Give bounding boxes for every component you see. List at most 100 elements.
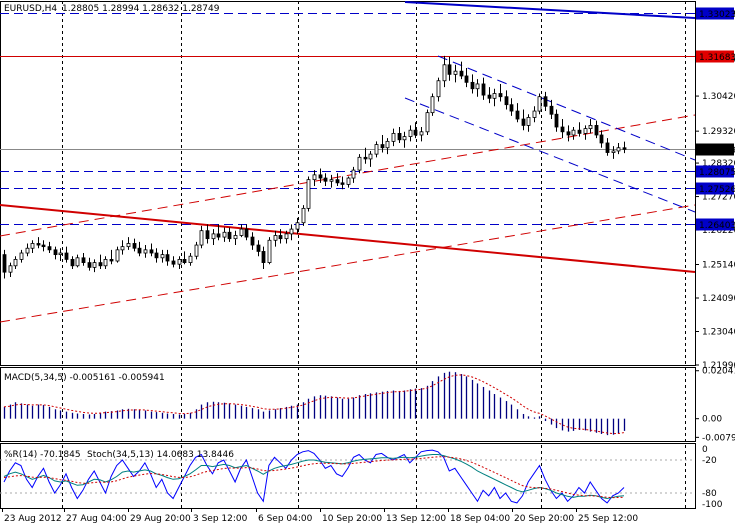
stoch-main-line <box>3 454 625 500</box>
wpr-tick-label: 0 <box>702 445 708 455</box>
candle-body <box>47 246 52 251</box>
candle-body <box>92 262 97 268</box>
time-tick-label: 29 Aug 20:00 <box>130 514 191 524</box>
time-tick-label: 10 Sep 20:00 <box>322 514 382 524</box>
candle-body <box>250 236 255 246</box>
stoch-signal-line <box>3 456 625 499</box>
candle-body <box>351 169 356 179</box>
price-level-label-bg <box>696 165 734 178</box>
time-tick-label: 13 Sep 12:00 <box>386 514 446 524</box>
candle-body <box>391 132 396 142</box>
trend-line-top <box>404 1 696 19</box>
candle-body <box>182 259 187 263</box>
price-level-label: 1.31683 <box>699 53 735 63</box>
wpr-tick-label: -80 <box>702 489 717 499</box>
wpr-panel-frame <box>0 443 696 509</box>
channel-upper-line <box>0 114 696 237</box>
candle-body <box>199 230 204 246</box>
candle-body <box>436 80 441 98</box>
price-level-label: 1.33023 <box>699 10 735 20</box>
stoch-label: Stoch(34,5,13) 14.0683 13.8446 <box>87 450 234 460</box>
candle-body <box>301 207 306 224</box>
macd-tick-label: 0.020413 <box>702 367 735 377</box>
wpr-tick-label: -20 <box>702 456 717 466</box>
candle-body <box>481 83 486 96</box>
candle-body <box>526 117 531 126</box>
candle-body <box>464 75 469 83</box>
candle-body <box>8 265 13 273</box>
price-level-label: 1.26403 <box>699 221 735 231</box>
macd-label: MACD(5,34,5) -0.005161 -0.005941 <box>4 373 165 383</box>
time-tick-label: 3 Sep 12:00 <box>193 514 248 524</box>
panel-frames <box>0 1 696 509</box>
price-tick-label: 1.23040 <box>702 328 735 338</box>
candle-body <box>397 132 402 141</box>
candle-body <box>103 259 108 267</box>
candle-body <box>278 235 283 240</box>
time-tick-label: 25 Sep 12:00 <box>578 514 638 524</box>
candle-body <box>81 257 86 263</box>
time-tick-label: 23 Aug 2012 <box>4 514 62 524</box>
candle-body <box>549 105 554 115</box>
price-tick-label: 1.30420 <box>702 92 735 102</box>
candle-body <box>537 96 542 112</box>
candle-body <box>216 233 221 238</box>
candle-body <box>515 110 520 120</box>
candle-body <box>58 252 63 256</box>
candle-body <box>554 113 559 128</box>
price-tick-label: 1.27270 <box>702 193 735 203</box>
candle-body <box>13 259 18 267</box>
price-tick-label: 1.28320 <box>702 159 735 169</box>
candle-body <box>335 179 340 184</box>
candle-body <box>295 222 300 230</box>
candle-body <box>256 244 261 252</box>
grid-lines <box>62 1 686 508</box>
candle-body <box>132 243 137 249</box>
candle-body <box>346 177 351 185</box>
wpr-layer <box>0 449 695 504</box>
candle-body <box>560 126 565 133</box>
candle-body <box>188 255 193 263</box>
candle-body <box>244 228 249 238</box>
macd-signal-line <box>3 374 625 435</box>
candle-body <box>53 249 58 256</box>
candle-body <box>459 70 464 77</box>
candle-body <box>273 235 278 241</box>
main-panel-frame <box>0 1 696 366</box>
candle-body <box>30 243 35 249</box>
candle-body <box>154 252 159 259</box>
candle-body <box>306 179 311 209</box>
price-level-label: 1.28075 <box>699 168 735 178</box>
macd-tick-label: -0.007946 <box>702 433 735 443</box>
candle-body <box>504 96 509 106</box>
candle-body <box>115 249 120 262</box>
candle-body <box>442 64 447 82</box>
candle-body <box>385 140 390 149</box>
price-tick-label: 1.26220 <box>702 226 735 236</box>
candle-body <box>425 112 430 133</box>
macd-layer <box>3 371 626 436</box>
candle-body <box>98 262 103 267</box>
candle-body <box>165 254 170 262</box>
candle-body <box>616 147 621 152</box>
time-tick-label: 27 Aug 04:00 <box>66 514 127 524</box>
candle-body <box>492 93 497 99</box>
candle-body <box>357 156 362 171</box>
candle-body <box>227 231 232 240</box>
candle-body <box>87 262 92 268</box>
price-level-label-bg <box>696 218 734 231</box>
candle-body <box>571 129 576 136</box>
candle-body <box>622 147 627 150</box>
candle-body <box>137 247 142 254</box>
candle-body <box>599 134 604 144</box>
candle-body <box>487 94 492 99</box>
candle-body <box>374 144 379 155</box>
price-tick-label: 1.24090 <box>702 294 735 304</box>
candle-body <box>149 249 154 254</box>
candle-body <box>594 125 599 136</box>
candle-body <box>75 257 80 267</box>
candles-layer <box>2 55 627 279</box>
candle-body <box>70 259 75 267</box>
candle-body <box>368 153 373 160</box>
